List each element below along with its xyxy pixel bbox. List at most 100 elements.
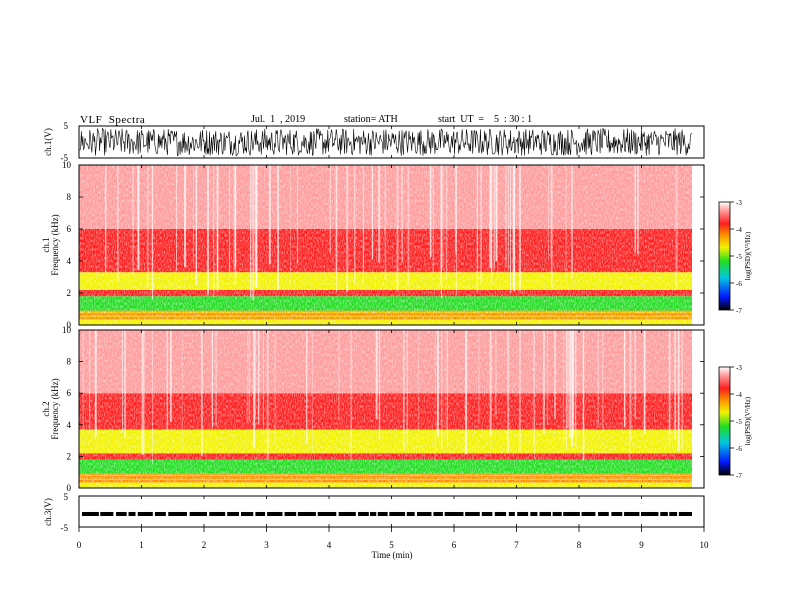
spectrogram-streak — [407, 165, 410, 287]
spectrogram-streak — [454, 165, 457, 254]
ch3-trace-segment — [465, 511, 480, 516]
colorbar-tick-label: -3 — [736, 364, 742, 372]
ch3-trace-segment — [530, 511, 538, 516]
spectrogram-streak — [296, 165, 299, 265]
spectrogram-streak — [565, 165, 567, 281]
ch3-trace-segment — [128, 511, 136, 516]
spectrogram-ytick-label: 8 — [67, 192, 72, 202]
spectrogram-streak — [406, 330, 407, 457]
ch3-waveform-ylabel: ch.3(V) — [43, 498, 53, 526]
spectrogram-streak — [82, 330, 84, 436]
time-tick-label: 6 — [452, 540, 457, 550]
spectrogram-streak — [562, 330, 564, 444]
spectrogram-streak — [371, 165, 374, 260]
colorbar-tick-label: -5 — [736, 418, 742, 426]
spectrogram-streak — [643, 330, 646, 434]
spectrogram-streak — [354, 165, 356, 285]
ch1-spectrogram-streaks — [105, 165, 678, 301]
spectrogram-streak — [445, 330, 447, 434]
spectrogram-streak — [571, 165, 573, 279]
ch1-spectrogram-panel: 0 2 4 6 8 10 ch.1 Frequency (kHz) — [41, 160, 705, 330]
spectrogram-streak — [215, 330, 217, 427]
spectrogram-streak — [117, 165, 119, 284]
spectrogram-streak — [375, 330, 378, 420]
spectrogram-streak — [582, 330, 585, 461]
ch3-trace-segment — [240, 511, 254, 516]
date-label: Jul. 1 , 2019 — [251, 114, 306, 125]
spectrogram-streak — [597, 330, 599, 426]
ch3-trace-segment — [189, 511, 207, 516]
ch3-trace-segment — [317, 511, 337, 516]
time-tick-label: 8 — [577, 540, 582, 550]
spectrogram-streak — [105, 165, 107, 273]
spectrogram-streak — [216, 165, 218, 281]
time-tick-label: 7 — [514, 540, 519, 550]
ch1-colorbar-label: log(PSD)(V²/Hz) — [744, 231, 752, 280]
spectrogram-streak — [669, 330, 671, 436]
spectrogram-streak — [542, 330, 545, 435]
spectrogram-streak — [362, 165, 364, 287]
colorbar-tick-label: -3 — [736, 199, 742, 207]
spectrogram-ytick-label: 0 — [67, 320, 72, 330]
spectrogram-streak — [132, 165, 134, 275]
ch3-trace-segment — [481, 511, 493, 516]
ch3-trace-segment — [137, 511, 153, 516]
spectrogram-streak — [378, 165, 381, 263]
spectrogram-streak — [418, 330, 419, 433]
spectrogram-ytick-label: 6 — [67, 388, 72, 398]
spectrogram-streak — [534, 330, 535, 460]
spectrogram-streak — [634, 330, 636, 419]
spectrogram-streak — [201, 330, 203, 456]
spectrogram-streak — [440, 165, 441, 287]
ch1-ytick-top: 5 — [64, 121, 69, 131]
spectrogram-streak — [184, 165, 187, 268]
ch2-colorbar-label: log(PSD)(V²/Hz) — [744, 396, 752, 445]
time-tick-label: 1 — [139, 540, 144, 550]
ch3-trace-segment — [377, 511, 388, 516]
ch2-spectrogram-panel: 0 2 4 6 8 10 ch.2 Frequency (kHz) — [41, 325, 705, 493]
spectrogram-streak — [677, 330, 680, 452]
time-axis: 0 1 2 3 4 5 6 7 8 9 10 — [77, 126, 709, 550]
spectrogram-streak — [569, 330, 572, 439]
spectrogram-streak — [436, 330, 439, 437]
ch3-trace-segment — [227, 511, 239, 516]
ch3-waveform-panel: 5 -5 ch.3(V) — [43, 492, 705, 533]
spectrogram-streak — [253, 330, 256, 449]
ch2-colorbar-ramp — [718, 366, 731, 476]
ch3-trace-segment — [209, 511, 226, 516]
time-tick-label: 10 — [700, 540, 710, 550]
spectrogram-streak — [440, 165, 442, 298]
ch3-ytick-bottom: -5 — [61, 523, 69, 533]
spectrogram-streak — [518, 165, 522, 291]
spectrogram-streak — [247, 330, 249, 424]
ch3-trace-segment — [517, 511, 529, 516]
ch3-trace-segment — [581, 511, 596, 516]
ch1-waveform-ylabel: ch.1(V) — [43, 128, 53, 156]
ch3-trace-segment — [552, 511, 562, 516]
ch1-ytick-bottom: -5 — [61, 153, 69, 163]
spectrogram-streak — [480, 165, 482, 284]
station-label: station= ATH — [344, 114, 398, 125]
spectrogram-ytick-label: 8 — [67, 357, 72, 367]
spectrogram-streak — [429, 165, 432, 258]
spectrogram-streak — [507, 165, 509, 272]
spectrogram-streak — [351, 330, 353, 461]
ch3-trace-segment — [338, 511, 356, 516]
spectrogram-streak — [602, 330, 604, 433]
spectrogram-streak — [350, 330, 352, 463]
ch3-trace-segment — [640, 511, 659, 516]
ch1-spectrogram-ylabel-2: Frequency (kHz) — [50, 214, 60, 275]
ch3-trace-segment — [370, 511, 377, 516]
ch1-colorbar-ticks: -3 -4 -5 -6 -7 — [730, 199, 742, 315]
time-tick-label: 2 — [202, 540, 207, 550]
spectrogram-streak — [681, 330, 683, 449]
spectrogram-streak — [176, 165, 178, 272]
time-tick-label: 9 — [639, 540, 644, 550]
spectrogram-streak — [435, 330, 436, 462]
spectrogram-streak — [181, 330, 183, 453]
spectrogram-streak — [266, 330, 269, 461]
spectrogram-streak — [137, 165, 140, 271]
spectrogram-streak — [234, 165, 237, 268]
spectrogram-streak — [493, 165, 495, 269]
ch3-trace-segment — [406, 511, 415, 516]
